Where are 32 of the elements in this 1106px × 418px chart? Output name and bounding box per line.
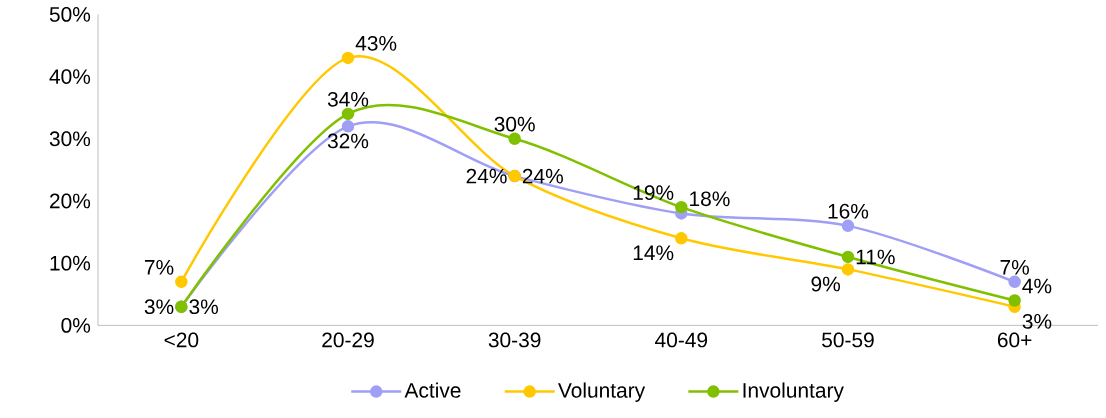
y-tick-label: 10% <box>50 255 91 271</box>
data-label: 9% <box>811 276 841 292</box>
data-label: 14% <box>633 245 674 260</box>
data-label: 16% <box>828 203 869 219</box>
x-tick-label: 20-29 <box>322 332 374 348</box>
y-tick-label: 50% <box>49 6 91 22</box>
data-label: 3% <box>1022 313 1052 329</box>
legend-label: Involuntary <box>743 382 844 402</box>
x-tick-label: 50-59 <box>822 332 874 348</box>
x-tick-label: 60+ <box>997 332 1032 348</box>
data-label: 30% <box>494 116 535 132</box>
data-label: 3% <box>189 299 219 314</box>
data-label: 43% <box>355 35 397 51</box>
data-label: 3% <box>144 299 174 314</box>
data-label: 18% <box>690 191 730 207</box>
data-label: 24% <box>466 168 507 184</box>
y-tick-label: 20% <box>50 193 91 209</box>
data-label: 4% <box>1022 278 1052 294</box>
data-label: 7% <box>144 259 174 275</box>
data-label: 24% <box>522 168 563 184</box>
x-tick-label: <20 <box>164 332 199 348</box>
data-label: 11% <box>856 249 895 265</box>
y-tick-label: 40% <box>49 68 91 84</box>
legend-label: Active <box>404 382 461 398</box>
data-label: 7% <box>1000 259 1029 275</box>
x-tick-label: 30-39 <box>488 332 541 348</box>
data-label: 34% <box>327 91 369 107</box>
y-tick-label: 30% <box>49 131 91 146</box>
legend-label: Voluntary <box>558 382 646 402</box>
data-label: 32% <box>327 133 369 149</box>
x-tick-label: 40-49 <box>655 332 708 348</box>
y-tick-label: 0% <box>61 317 91 333</box>
